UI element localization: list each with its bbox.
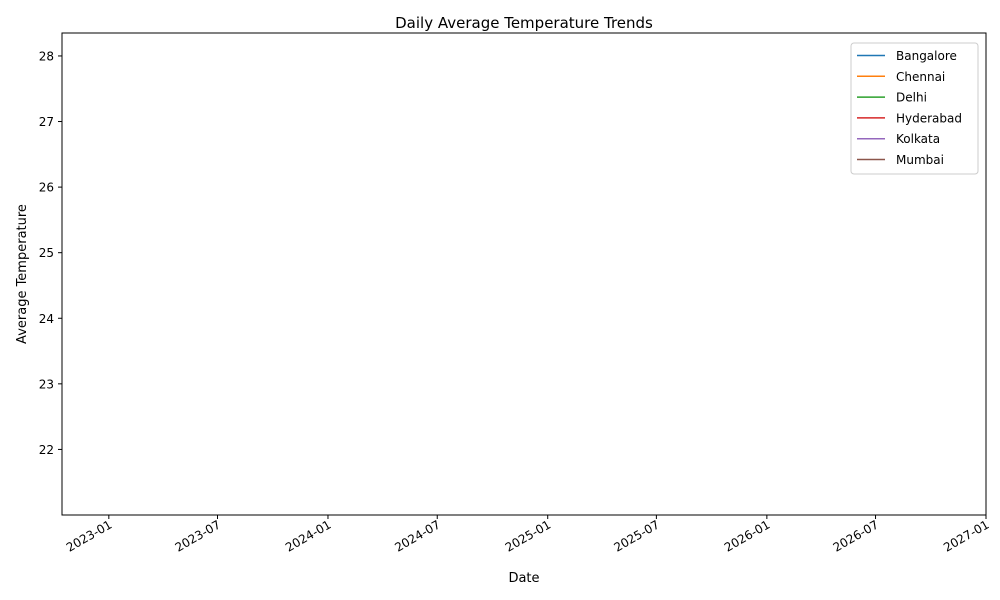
y-tick-label: 24 <box>39 312 54 326</box>
plot-frame <box>61 32 987 516</box>
y-tick-label: 26 <box>39 181 54 195</box>
legend-label-chennai: Chennai <box>896 70 945 84</box>
y-tick-label: 23 <box>39 377 54 391</box>
y-axis-label: Average Temperature <box>15 204 30 344</box>
legend-items: Bangalore Chennai Delhi Hyderabad Kolkata Mum… <box>857 49 962 167</box>
plot-area <box>61 32 987 516</box>
legend-label-bangalore: Bangalore <box>896 49 957 63</box>
x-tick-label: 2027-01 <box>941 517 991 554</box>
x-tick-label: 2024-01 <box>283 517 333 554</box>
y-tick-label: 27 <box>39 115 54 129</box>
y-tick-label: 22 <box>39 443 54 457</box>
legend-label-hyderabad: Hyderabad <box>896 111 962 125</box>
x-tick-label: 2023-01 <box>64 517 114 554</box>
y-tick-label: 28 <box>39 49 54 63</box>
legend-label-mumbai: Mumbai <box>896 153 944 167</box>
x-tick-label: 2025-07 <box>611 517 661 554</box>
legend-label-delhi: Delhi <box>896 91 927 105</box>
y-tick-label: 25 <box>39 246 54 260</box>
x-tick-label: 2024-07 <box>392 517 442 554</box>
legend-label-kolkata: Kolkata <box>896 132 940 146</box>
legend: Bangalore Chennai Delhi Hyderabad Kolkata Mum… <box>850 42 979 175</box>
y-axis: 22 23 24 25 26 27 28 <box>39 49 62 457</box>
x-tick-label: 2026-07 <box>831 517 881 554</box>
x-tick-label: 2026-01 <box>722 517 772 554</box>
chart-title: Daily Average Temperature Trends <box>395 14 653 32</box>
x-axis-label: Date <box>508 571 539 586</box>
x-tick-label: 2023-07 <box>173 517 223 554</box>
x-tick-label: 2025-01 <box>503 517 553 554</box>
x-axis: 2023-01 2023-07 2024-01 2024-07 2025-01 2025-… <box>64 515 992 555</box>
